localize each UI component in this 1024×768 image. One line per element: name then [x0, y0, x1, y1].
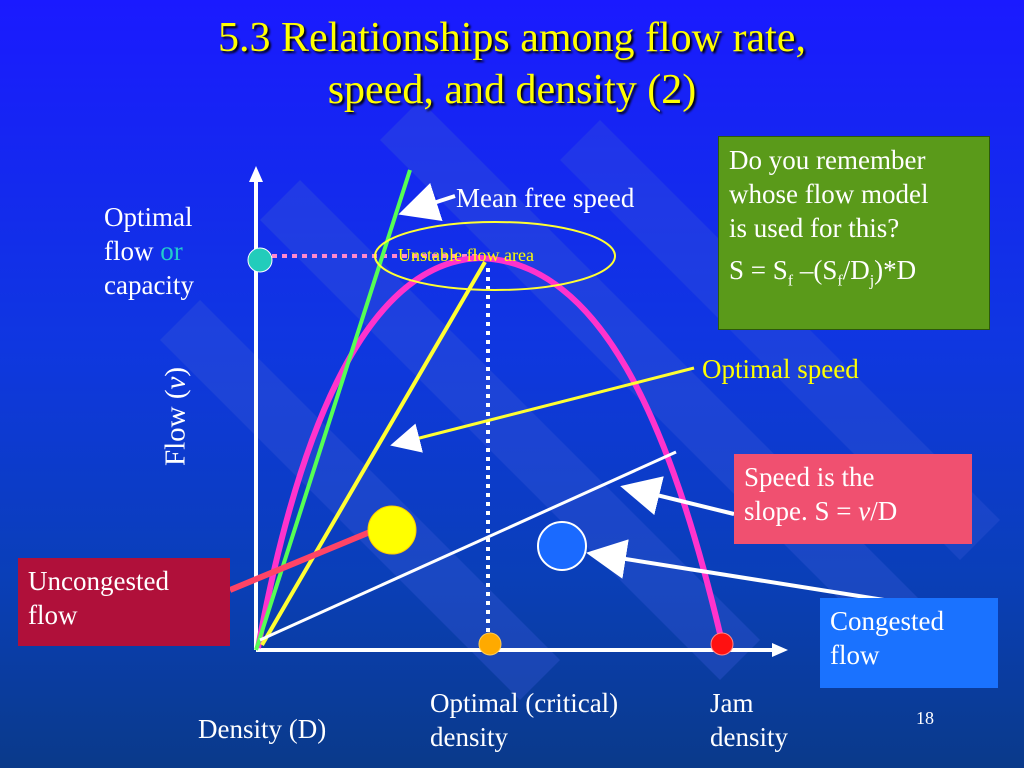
unstable-flow-label: Unstable flow area [398, 245, 534, 265]
mean-free-speed-label: Mean free speed [456, 183, 635, 213]
mean-free-speed-arrow [398, 183, 456, 222]
page-title: 5.3 Relationships among flow rate, speed… [218, 15, 806, 113]
optimal-speed-line [260, 260, 487, 647]
greenshields-formula: S = Sf –(Sf/Dj)*D [729, 255, 917, 290]
page-number: 18 [916, 708, 934, 728]
or-text: or [160, 236, 183, 266]
slope-arrow [620, 476, 735, 516]
congested-flow-point [537, 521, 587, 571]
x-axis-arrow [772, 643, 788, 657]
optimal-flow-label: Optimal flow or capacity [104, 202, 194, 300]
y-axis-arrow [249, 166, 263, 182]
capacity-point [247, 247, 273, 273]
speed-slope-box: Speed is the slope. S = v/D [734, 454, 972, 544]
uncongested-connector [228, 529, 372, 593]
congested-arrow [586, 539, 885, 602]
congested-flow-box: Congested flow [820, 598, 998, 688]
optimal-density-label: Optimal (critical) density [430, 688, 619, 752]
flow-axis-label: Flow (v) [159, 366, 192, 467]
uncongested-flow-box: Uncongested flow [18, 558, 230, 646]
flow-model-question-box: Do you remember whose flow model is used… [718, 136, 990, 330]
optimal-density-point [478, 632, 502, 656]
uncongested-flow-point [367, 505, 417, 555]
unstable-flow-ellipse [374, 221, 616, 291]
optimal-speed-label: Optimal speed [702, 354, 859, 384]
jam-density-label: Jam density [710, 688, 788, 752]
optimal-speed-arrow [390, 366, 695, 453]
flow-density-curve [255, 254, 725, 649]
jam-density-point [710, 632, 734, 656]
congested-speed-line [259, 450, 677, 642]
density-axis-label: Density (D) [198, 714, 327, 744]
